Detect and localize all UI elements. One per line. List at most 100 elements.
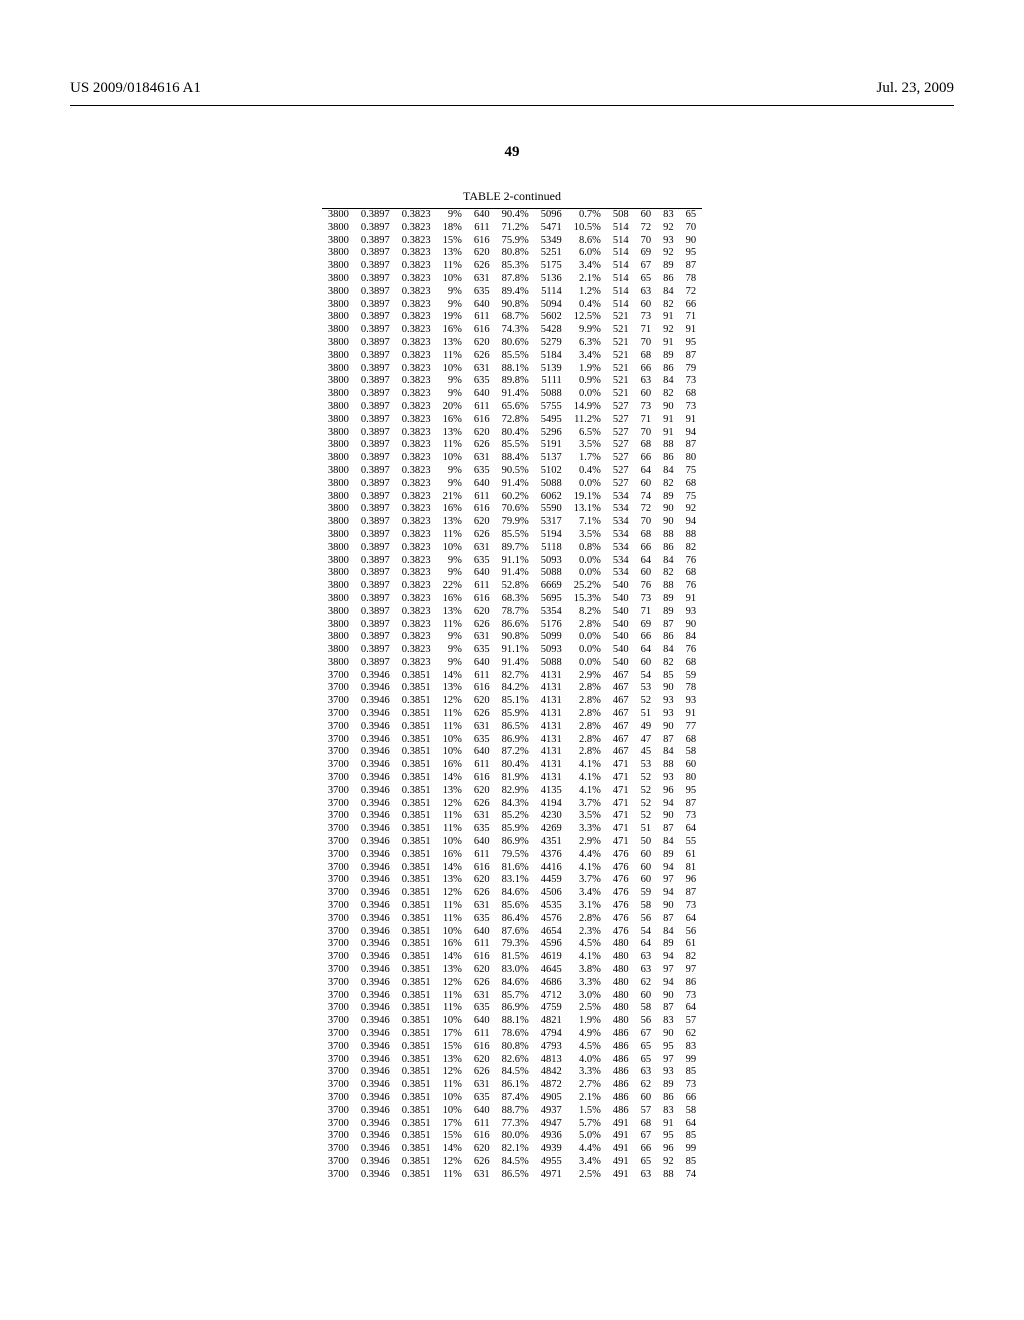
table-cell: 86 bbox=[657, 631, 680, 644]
table-cell: 80 bbox=[680, 772, 703, 785]
table-cell: 67 bbox=[635, 260, 658, 273]
table-cell: 56 bbox=[635, 913, 658, 926]
table-cell: 0.3897 bbox=[355, 465, 396, 478]
table-cell: 0.3946 bbox=[355, 977, 396, 990]
table-cell: 9% bbox=[437, 286, 468, 299]
table-cell: 84 bbox=[657, 644, 680, 657]
table-row: 37000.39460.385110%64086.9%43512.9%47150… bbox=[322, 836, 702, 849]
table-cell: 0.3897 bbox=[355, 580, 396, 593]
table-cell: 0.3946 bbox=[355, 926, 396, 939]
table-cell: 16% bbox=[437, 593, 468, 606]
table-cell: 4759 bbox=[535, 1002, 568, 1015]
table-cell: 82 bbox=[680, 542, 703, 555]
table-cell: 58 bbox=[680, 1105, 703, 1118]
table-row: 37000.39460.385111%63586.9%47592.5%48058… bbox=[322, 1002, 702, 1015]
table-cell: 640 bbox=[468, 209, 496, 222]
table-cell: 534 bbox=[607, 503, 635, 516]
table-cell: 620 bbox=[468, 964, 496, 977]
table-cell: 66 bbox=[680, 1092, 703, 1105]
table-cell: 467 bbox=[607, 695, 635, 708]
table-cell: 0.3851 bbox=[396, 682, 437, 695]
table-cell: 60 bbox=[635, 478, 658, 491]
table-cell: 20% bbox=[437, 401, 468, 414]
table-cell: 0.3823 bbox=[396, 631, 437, 644]
table-cell: 78.6% bbox=[496, 1028, 535, 1041]
table-cell: 4654 bbox=[535, 926, 568, 939]
table-cell: 85.6% bbox=[496, 900, 535, 913]
table-cell: 3.4% bbox=[568, 260, 607, 273]
table-row: 37000.39460.385112%62684.6%46863.3%48062… bbox=[322, 977, 702, 990]
table-cell: 3700 bbox=[322, 1169, 355, 1182]
table-cell: 87 bbox=[657, 913, 680, 926]
table-cell: 9% bbox=[437, 657, 468, 670]
table-cell: 93 bbox=[657, 1066, 680, 1079]
table-cell: 620 bbox=[468, 785, 496, 798]
table-cell: 5118 bbox=[535, 542, 568, 555]
table-cell: 3800 bbox=[322, 657, 355, 670]
table-cell: 82.9% bbox=[496, 785, 535, 798]
table-row: 38000.38970.382313%62080.6%52796.3%52170… bbox=[322, 337, 702, 350]
table-cell: 97 bbox=[657, 874, 680, 887]
table-row: 38000.38970.38239%63590.5%51020.4%527648… bbox=[322, 465, 702, 478]
table-cell: 13% bbox=[437, 337, 468, 350]
table-cell: 540 bbox=[607, 657, 635, 670]
table-cell: 0.0% bbox=[568, 478, 607, 491]
table-cell: 97 bbox=[657, 964, 680, 977]
table-cell: 4131 bbox=[535, 746, 568, 759]
table-cell: 635 bbox=[468, 555, 496, 568]
table-cell: 90 bbox=[657, 503, 680, 516]
table-cell: 4712 bbox=[535, 990, 568, 1003]
table-cell: 1.7% bbox=[568, 452, 607, 465]
table-cell: 10% bbox=[437, 542, 468, 555]
table-row: 37000.39460.385113%61684.2%41312.8%46753… bbox=[322, 682, 702, 695]
table-cell: 491 bbox=[607, 1143, 635, 1156]
table-cell: 611 bbox=[468, 849, 496, 862]
table-cell: 72 bbox=[635, 503, 658, 516]
table-cell: 99 bbox=[680, 1143, 703, 1156]
header-rule bbox=[70, 105, 954, 106]
table-cell: 2.9% bbox=[568, 670, 607, 683]
table-cell: 68 bbox=[680, 657, 703, 670]
table-cell: 3700 bbox=[322, 695, 355, 708]
table-cell: 11% bbox=[437, 350, 468, 363]
table-cell: 75 bbox=[680, 465, 703, 478]
table-cell: 5093 bbox=[535, 644, 568, 657]
table-cell: 480 bbox=[607, 1015, 635, 1028]
table-cell: 2.8% bbox=[568, 734, 607, 747]
table-cell: 93 bbox=[657, 772, 680, 785]
table-cell: 4269 bbox=[535, 823, 568, 836]
table-cell: 0.3946 bbox=[355, 823, 396, 836]
table-cell: 4.1% bbox=[568, 951, 607, 964]
table-cell: 86 bbox=[657, 1092, 680, 1105]
table-cell: 0.3823 bbox=[396, 478, 437, 491]
table-cell: 5175 bbox=[535, 260, 568, 273]
table-cell: 521 bbox=[607, 324, 635, 337]
table-cell: 534 bbox=[607, 555, 635, 568]
table-cell: 480 bbox=[607, 951, 635, 964]
table-cell: 11% bbox=[437, 1079, 468, 1092]
table-cell: 74 bbox=[680, 1169, 703, 1182]
table-row: 37000.39460.385110%64088.7%49371.5%48657… bbox=[322, 1105, 702, 1118]
table-cell: 0.3897 bbox=[355, 363, 396, 376]
table-cell: 66 bbox=[680, 299, 703, 312]
table-cell: 3800 bbox=[322, 311, 355, 324]
table-cell: 0.3851 bbox=[396, 1041, 437, 1054]
table-cell: 3.1% bbox=[568, 900, 607, 913]
table-cell: 11% bbox=[437, 913, 468, 926]
table-cell: 52 bbox=[635, 695, 658, 708]
table-cell: 640 bbox=[468, 478, 496, 491]
table-cell: 0.3851 bbox=[396, 900, 437, 913]
table-cell: 80.4% bbox=[496, 759, 535, 772]
table-row: 38000.38970.382311%62685.3%51753.4%51467… bbox=[322, 260, 702, 273]
table-cell: 4131 bbox=[535, 695, 568, 708]
table-cell: 0.3897 bbox=[355, 631, 396, 644]
table-cell: 82 bbox=[657, 657, 680, 670]
table-cell: 626 bbox=[468, 798, 496, 811]
table-cell: 0.3946 bbox=[355, 951, 396, 964]
table-cell: 0.3823 bbox=[396, 260, 437, 273]
table-cell: 534 bbox=[607, 491, 635, 504]
table-cell: 75 bbox=[680, 491, 703, 504]
table-row: 38000.38970.38239%63591.1%50930.0%534648… bbox=[322, 555, 702, 568]
table-cell: 527 bbox=[607, 465, 635, 478]
table-cell: 3700 bbox=[322, 682, 355, 695]
